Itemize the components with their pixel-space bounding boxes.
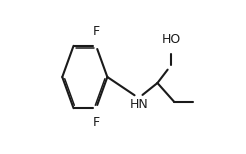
Text: HN: HN <box>130 98 149 111</box>
Text: F: F <box>92 25 100 38</box>
Text: F: F <box>92 116 100 129</box>
Text: HO: HO <box>162 33 181 47</box>
